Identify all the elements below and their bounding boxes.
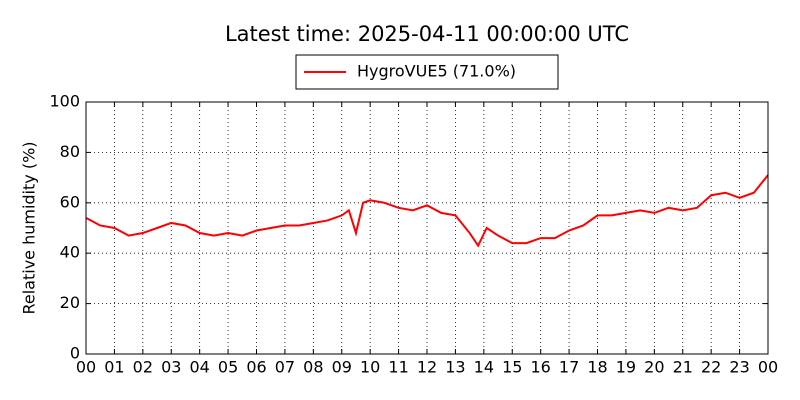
y-tick-label: 0 — [70, 344, 80, 363]
x-tick-label: 12 — [417, 358, 437, 377]
y-axis-label: Relative humidity (%) — [20, 141, 39, 314]
legend-label: HygroVUE5 (71.0%) — [357, 62, 516, 81]
y-tick-label: 60 — [60, 192, 80, 211]
x-tick-label: 03 — [161, 358, 181, 377]
x-tick-label: 00 — [758, 358, 778, 377]
x-tick-label: 00 — [76, 358, 96, 377]
chart-title: Latest time: 2025-04-11 00:00:00 UTC — [225, 22, 629, 46]
x-tick-label: 05 — [218, 358, 238, 377]
x-tick-label: 08 — [303, 358, 323, 377]
x-tick-label: 18 — [587, 358, 607, 377]
x-tick-label: 09 — [332, 358, 352, 377]
y-tick-label: 40 — [60, 243, 80, 262]
x-tick-label: 11 — [388, 358, 408, 377]
x-tick-label: 22 — [701, 358, 721, 377]
x-tick-label: 06 — [246, 358, 266, 377]
x-tick-label: 02 — [133, 358, 153, 377]
plot-frame — [85, 101, 769, 355]
x-tick-label: 14 — [474, 358, 494, 377]
x-tick-label: 07 — [275, 358, 295, 377]
x-tick-label: 13 — [445, 358, 465, 377]
x-tick-label: 20 — [644, 358, 664, 377]
x-tick-label: 17 — [559, 358, 579, 377]
x-tick-label: 19 — [616, 358, 636, 377]
line-series — [85, 174, 769, 248]
x-tick-label: 21 — [673, 358, 693, 377]
x-tick-label: 01 — [104, 358, 124, 377]
x-tick-label: 10 — [360, 358, 380, 377]
x-tick-label: 16 — [530, 358, 550, 377]
y-tick-label: 100 — [49, 92, 80, 111]
x-tick-label: 04 — [189, 358, 209, 377]
y-tick-label: 20 — [60, 293, 80, 312]
y-tick-label: 80 — [60, 142, 80, 161]
x-tick-label: 15 — [502, 358, 522, 377]
x-tick-label: 23 — [729, 358, 749, 377]
